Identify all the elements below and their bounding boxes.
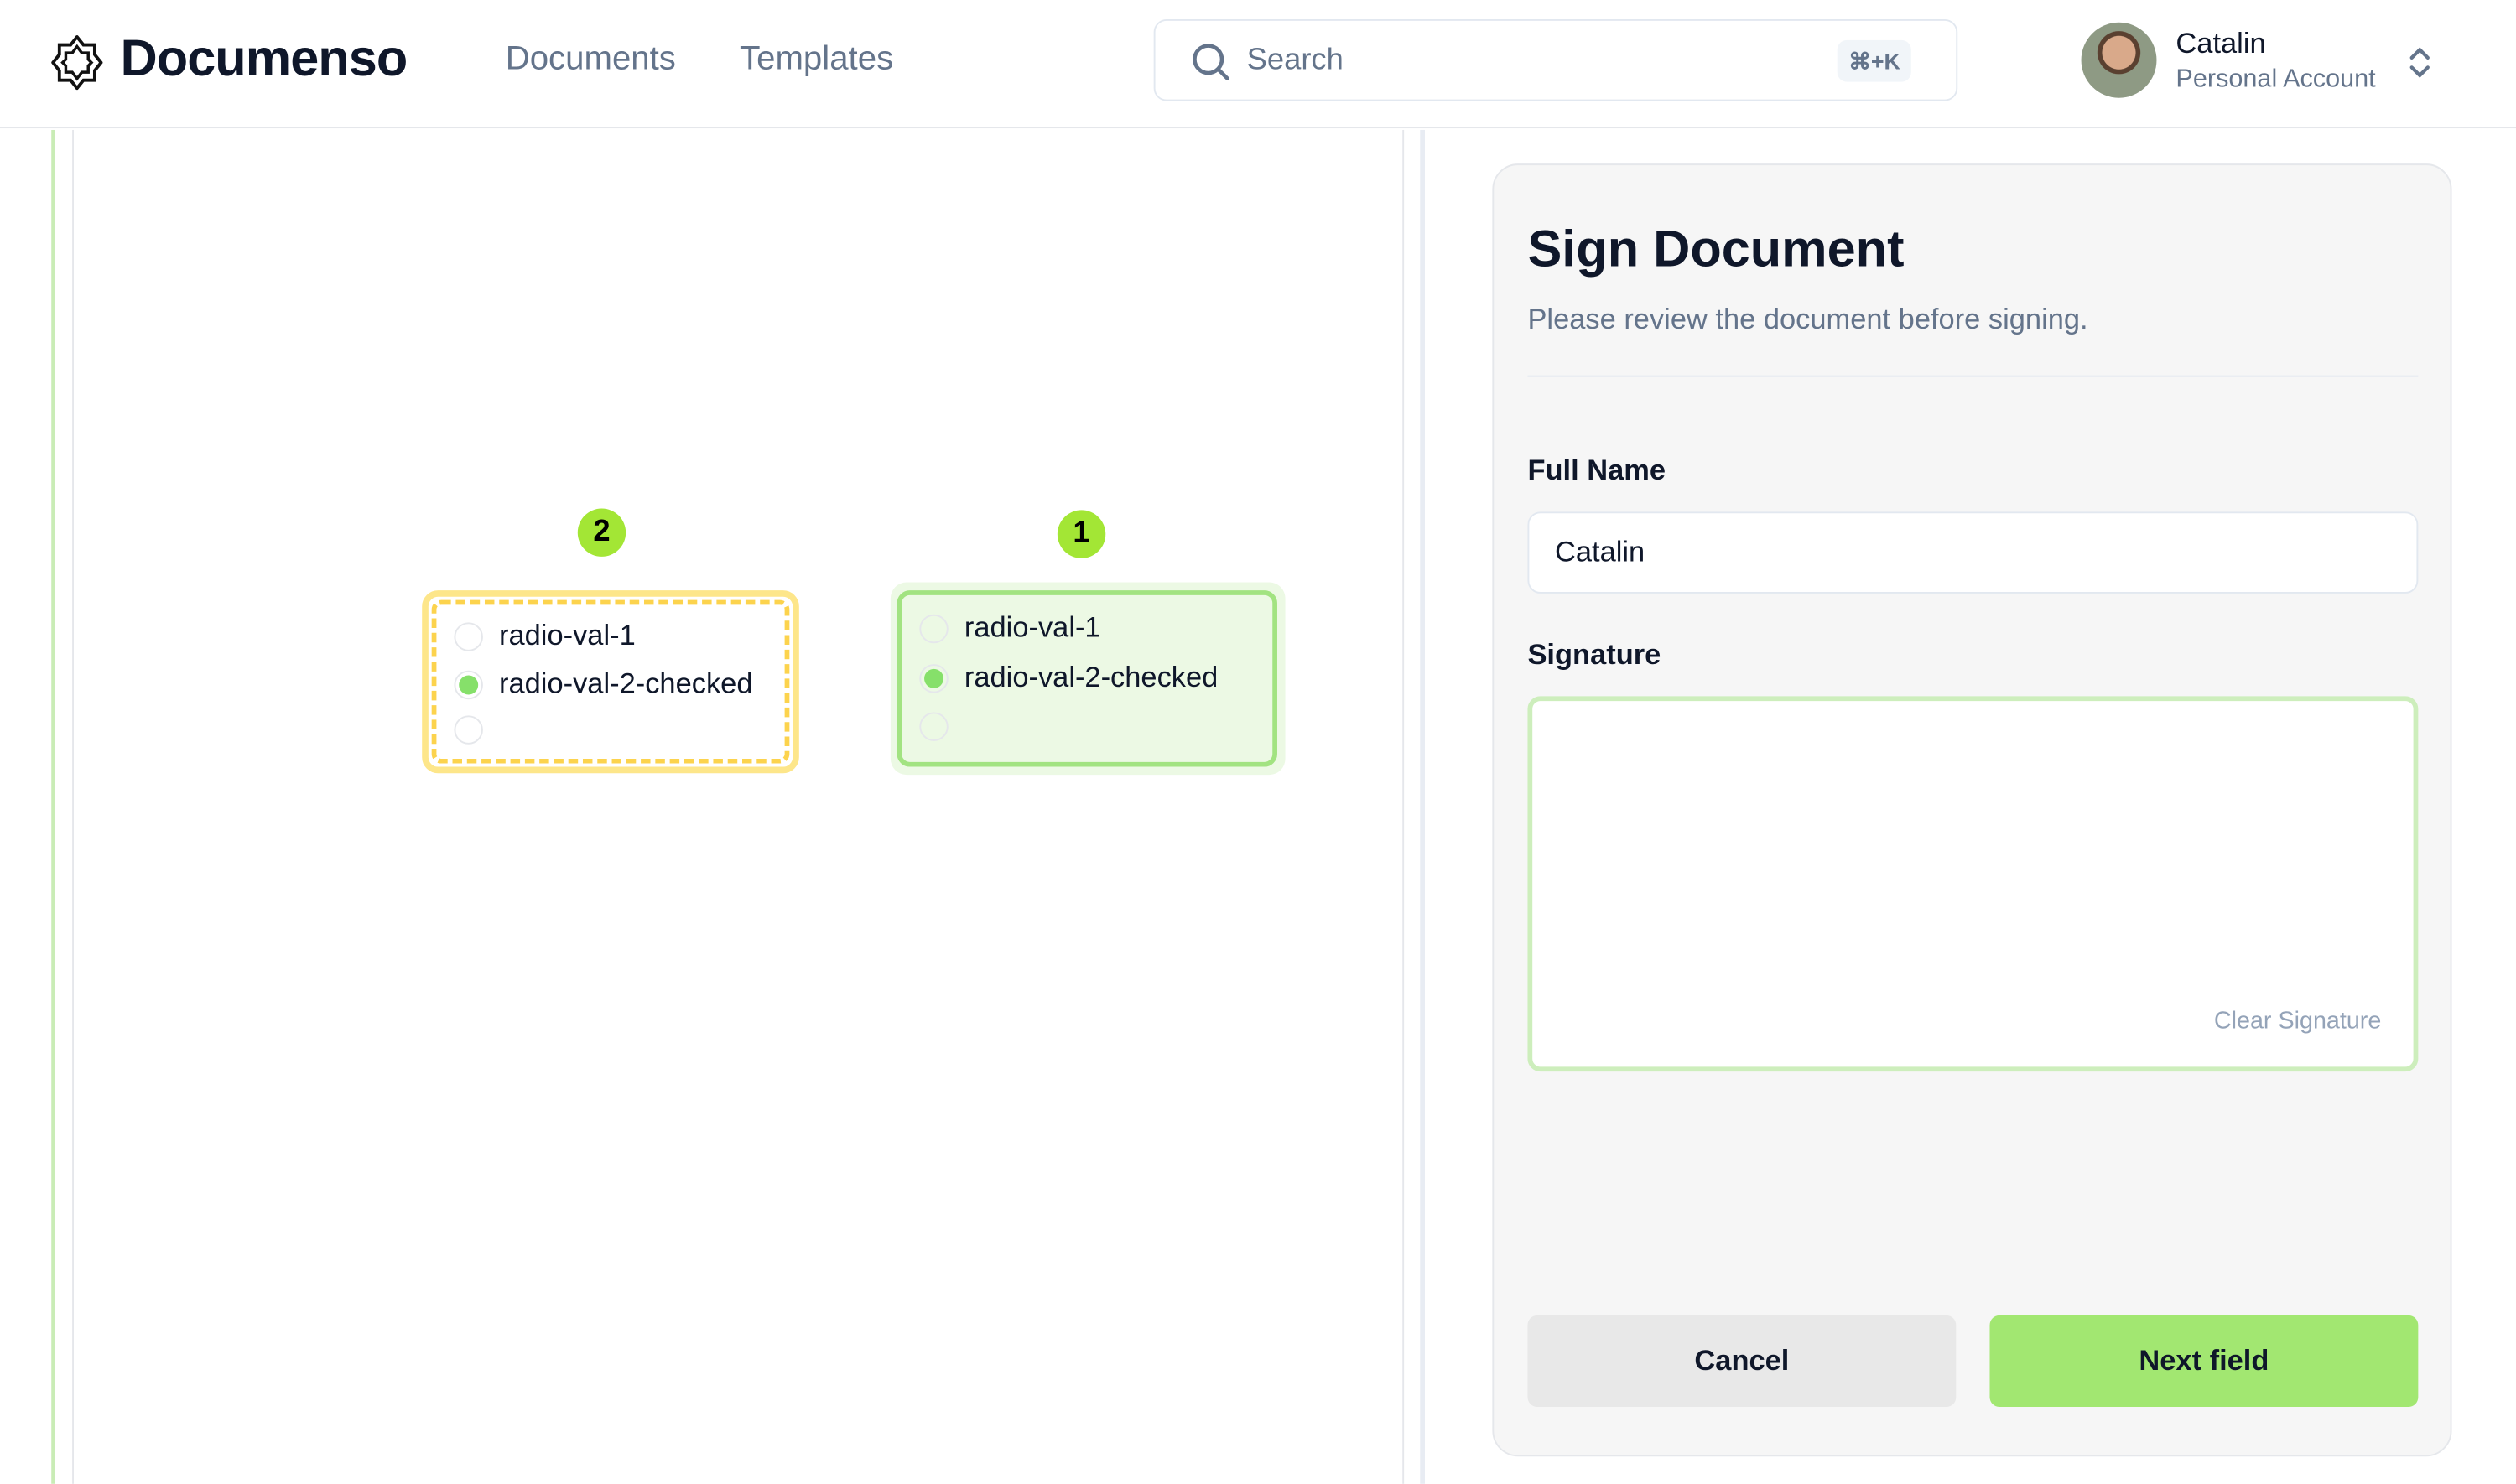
- page-border-left: [72, 129, 75, 1484]
- radio-option[interactable]: radio-val-2-checked: [919, 661, 1218, 694]
- user-account[interactable]: Personal Account: [2176, 65, 2376, 93]
- radio-button[interactable]: [454, 621, 483, 651]
- avatar[interactable]: [2081, 22, 2157, 98]
- field-number-badge: 2: [577, 508, 626, 557]
- user-name[interactable]: Catalin: [2176, 27, 2266, 60]
- full-name-input[interactable]: Catalin: [1527, 511, 2419, 594]
- search-input[interactable]: Search ⌘+K: [1153, 18, 1958, 101]
- signature-pad[interactable]: Clear Signature: [1527, 696, 2419, 1072]
- panel-subtitle: Please review the document before signin…: [1527, 303, 2088, 335]
- scroll-indicator: [51, 129, 55, 1484]
- radio-option[interactable]: [919, 712, 964, 741]
- radio-label: radio-val-2-checked: [964, 661, 1219, 693]
- search-icon: [1193, 44, 1229, 81]
- radio-option[interactable]: radio-val-1: [454, 619, 636, 653]
- signature-label: Signature: [1527, 638, 1661, 671]
- field-number-badge: 1: [1057, 510, 1106, 558]
- divider: [1527, 375, 2419, 377]
- full-name-label: Full Name: [1527, 454, 1666, 486]
- radio-label: radio-val-1: [499, 619, 636, 651]
- radio-field-1[interactable]: radio-val-1 radio-val-2-checked: [890, 582, 1286, 776]
- page-border-right: [1402, 129, 1405, 1484]
- cancel-button[interactable]: Cancel: [1527, 1315, 1957, 1407]
- document-viewer: [0, 129, 1444, 1484]
- radio-button[interactable]: [454, 715, 483, 745]
- radio-button-checked[interactable]: [919, 663, 949, 693]
- search-shortcut: ⌘+K: [1837, 39, 1912, 82]
- radio-button[interactable]: [919, 613, 949, 643]
- next-field-button[interactable]: Next field: [1989, 1315, 2419, 1407]
- top-header: Documenso Documents Templates Search ⌘+K…: [0, 0, 2516, 129]
- chevron-up-down-icon[interactable]: [2407, 45, 2433, 80]
- sign-document-panel: Sign Document Please review the document…: [1492, 163, 2452, 1457]
- radio-button-checked[interactable]: [454, 669, 483, 699]
- radio-label: radio-val-2-checked: [499, 667, 753, 700]
- panel-title: Sign Document: [1527, 220, 1905, 278]
- radio-button[interactable]: [919, 712, 949, 741]
- search-placeholder: Search: [1246, 43, 1344, 77]
- clear-signature-button[interactable]: Clear Signature: [2213, 1007, 2382, 1035]
- radio-label: radio-val-1: [964, 610, 1101, 644]
- radio-option[interactable]: [454, 715, 499, 745]
- radio-option[interactable]: radio-val-2-checked: [454, 667, 752, 701]
- nav-templates[interactable]: Templates: [740, 39, 894, 77]
- radio-option[interactable]: radio-val-1: [919, 610, 1101, 645]
- radio-field-2[interactable]: radio-val-1 radio-val-2-checked: [422, 590, 799, 774]
- divider: [1420, 129, 1426, 1484]
- nav-documents[interactable]: Documents: [505, 39, 676, 77]
- documenso-logo-icon[interactable]: [51, 35, 103, 91]
- brand-name[interactable]: Documenso: [120, 29, 408, 87]
